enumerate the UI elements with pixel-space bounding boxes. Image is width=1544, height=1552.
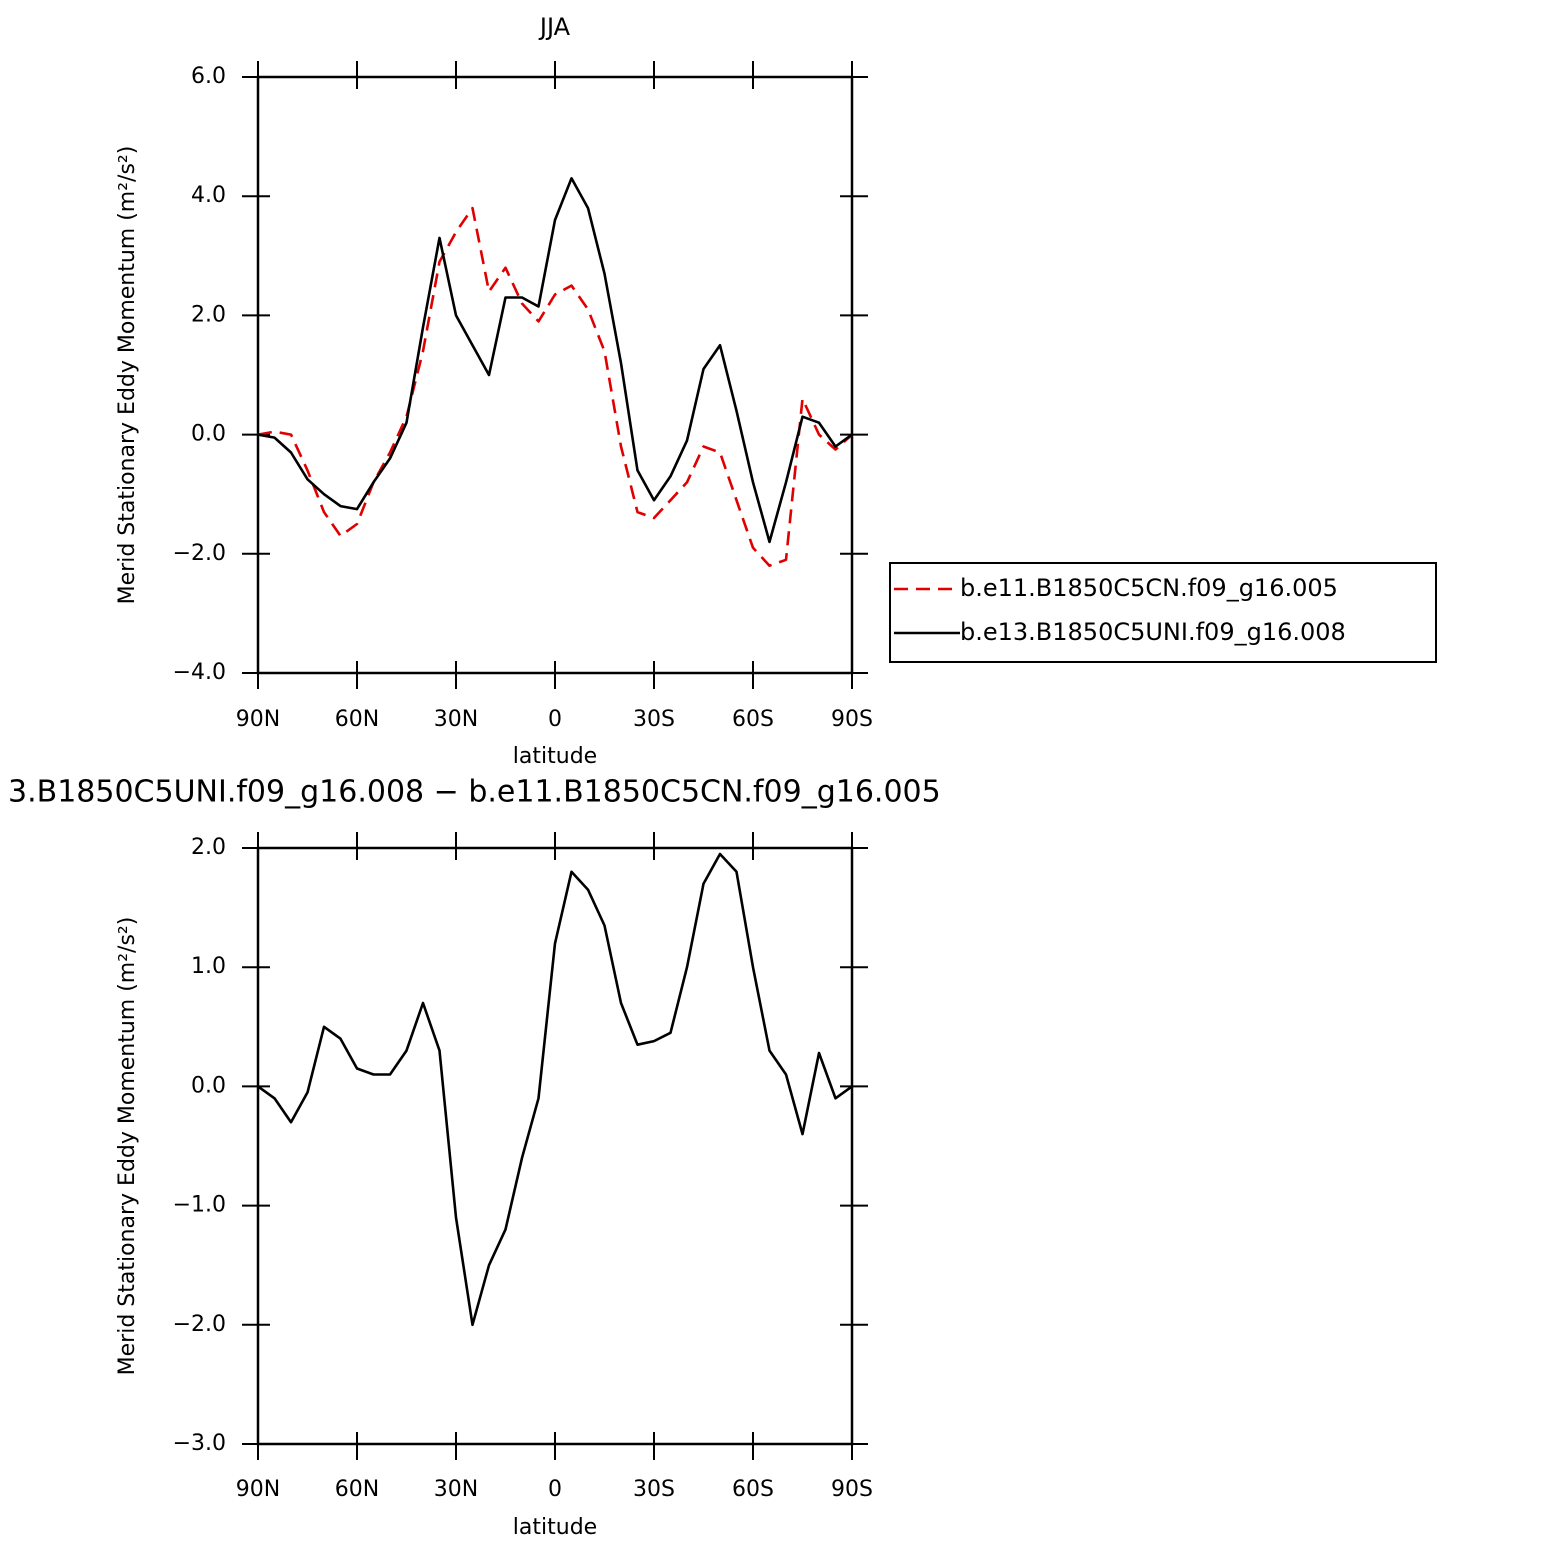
series-line xyxy=(257,852,853,1327)
legend-label: b.e11.B1850C5CN.f09_g16.005 xyxy=(960,574,1338,602)
x-tick-label: 30S xyxy=(633,707,675,732)
chart-title: 3.B1850C5UNI.f09_g16.008 − b.e11.B1850C5… xyxy=(8,775,941,810)
legend-label: b.e13.B1850C5UNI.f09_g16.008 xyxy=(960,618,1346,646)
y-tick-label: 0.0 xyxy=(191,1073,226,1098)
x-axis-label: latitude xyxy=(513,1515,597,1540)
x-tick-label: 60S xyxy=(732,707,774,732)
y-tick-label: 1.0 xyxy=(191,954,226,979)
y-tick-label: −3.0 xyxy=(173,1431,226,1456)
plot-frame xyxy=(256,846,854,1446)
x-tick-label: 60N xyxy=(335,707,379,732)
x-tick-label: 30N xyxy=(434,1477,478,1502)
chart-title: JJA xyxy=(538,13,571,41)
series-line xyxy=(257,206,853,567)
legend-box xyxy=(889,562,1437,663)
y-tick-label: 6.0 xyxy=(191,64,226,89)
y-tick-label: −2.0 xyxy=(173,541,226,566)
x-tick-label: 60N xyxy=(335,1477,379,1502)
y-tick-label: 0.0 xyxy=(191,422,226,447)
x-tick-label: 60S xyxy=(732,1477,774,1502)
y-tick-label: −2.0 xyxy=(173,1312,226,1337)
y-tick-label: 2.0 xyxy=(191,302,226,327)
y-tick-label: −4.0 xyxy=(173,660,226,685)
x-tick-label: 30N xyxy=(434,707,478,732)
plot-frame xyxy=(256,75,854,675)
x-tick-label: 90S xyxy=(831,1477,873,1502)
y-axis-label: Merid Stationary Eddy Momentum (m²/s²) xyxy=(115,146,140,605)
x-tick-label: 0 xyxy=(548,1477,562,1502)
x-axis-label: latitude xyxy=(513,744,597,769)
x-tick-label: 90N xyxy=(236,1477,280,1502)
x-tick-label: 90N xyxy=(236,707,280,732)
y-tick-label: −1.0 xyxy=(173,1193,226,1218)
y-tick-label: 2.0 xyxy=(191,835,226,860)
y-axis-label: Merid Stationary Eddy Momentum (m²/s²) xyxy=(115,917,140,1376)
series-line xyxy=(257,177,853,544)
x-tick-label: 30S xyxy=(633,1477,675,1502)
x-tick-label: 90S xyxy=(831,707,873,732)
y-tick-label: 4.0 xyxy=(191,183,226,208)
x-tick-label: 0 xyxy=(548,707,562,732)
